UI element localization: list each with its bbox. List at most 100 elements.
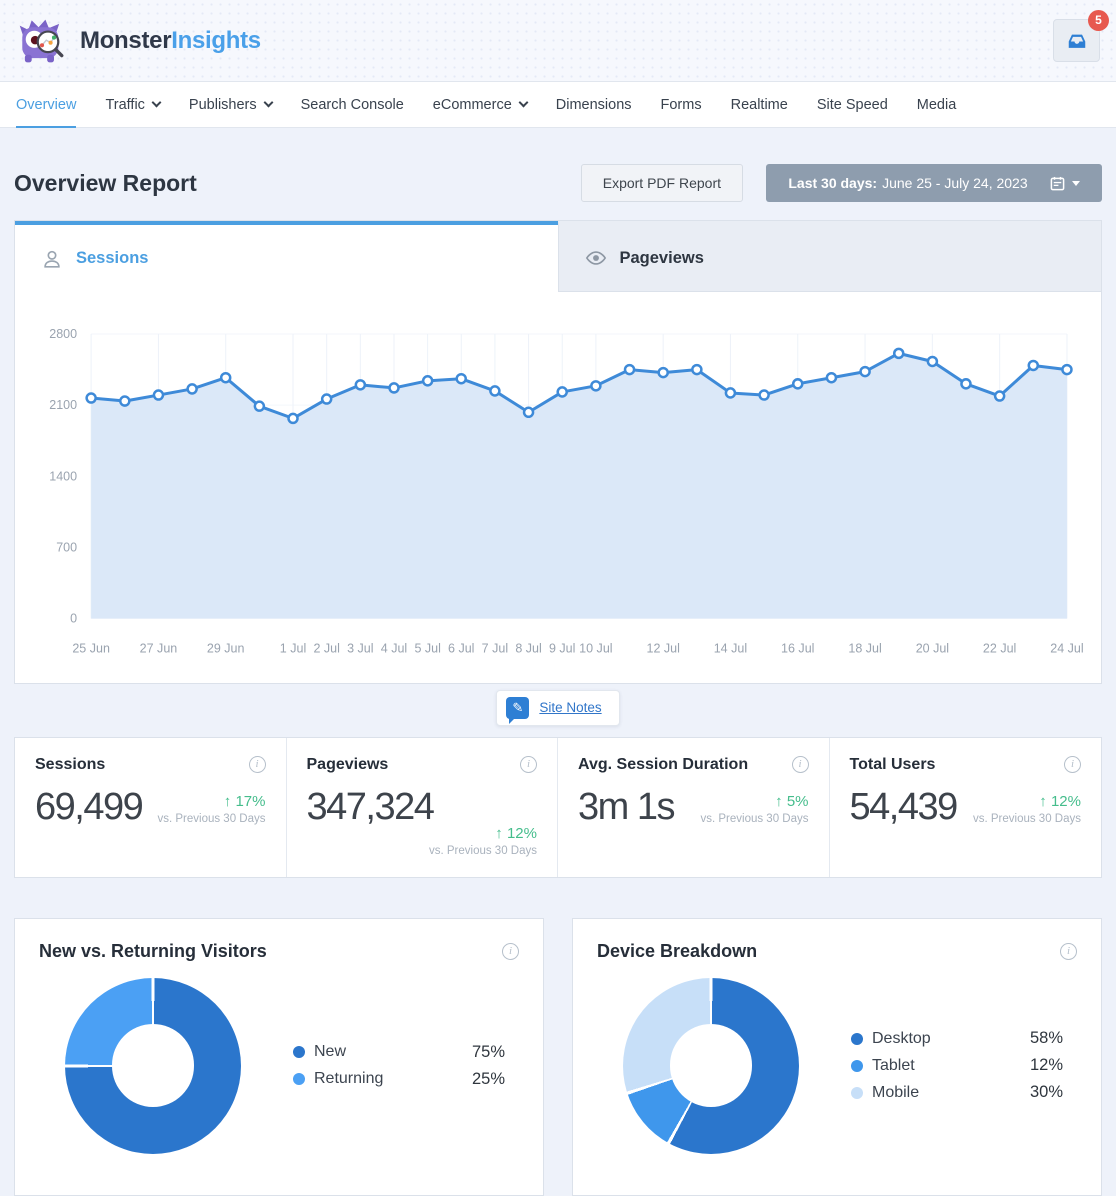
- info-icon[interactable]: i: [520, 756, 537, 774]
- stat-change: ↑ 5%: [775, 792, 809, 810]
- svg-text:12 Jul: 12 Jul: [646, 642, 679, 656]
- stat-value: 69,499: [35, 785, 144, 828]
- svg-text:3 Jul: 3 Jul: [347, 642, 373, 656]
- kpi-stats-row: Sessions i 69,499 ↑ 17% vs. Previous 30 …: [14, 736, 1102, 878]
- legend-dot: [851, 1086, 863, 1099]
- svg-text:1 Jul: 1 Jul: [280, 642, 306, 656]
- notifications-button[interactable]: 5: [1053, 10, 1109, 62]
- info-icon[interactable]: i: [502, 942, 519, 960]
- nav-item-traffic[interactable]: Traffic: [105, 82, 162, 127]
- info-icon[interactable]: i: [248, 756, 266, 774]
- nav-item-search-console[interactable]: Search Console: [301, 82, 404, 127]
- stat-change: ↑ 17%: [223, 792, 266, 810]
- inbox-icon: [1068, 34, 1085, 48]
- pencil-note-icon: ✎: [506, 696, 530, 724]
- stat-title: Total Users: [849, 755, 936, 773]
- stat-compare: vs. Previous 30 Days: [972, 812, 1081, 825]
- tab-sessions[interactable]: Sessions: [15, 221, 558, 292]
- stat-title: Avg. Session Duration: [578, 755, 749, 773]
- nav-item-label: eCommerce: [432, 96, 512, 113]
- chevron-down-icon: [151, 97, 162, 107]
- date-range-picker[interactable]: Last 30 days: June 25 - July 24, 2023: [766, 164, 1102, 202]
- nav-item-site-speed[interactable]: Site Speed: [817, 82, 888, 127]
- nav-item-label: Overview: [16, 96, 77, 113]
- tab-pageviews-label: Pageviews: [619, 248, 704, 267]
- stat-value: 54,439: [849, 785, 959, 828]
- export-pdf-button[interactable]: Export PDF Report: [580, 164, 743, 202]
- stat-compare: vs. Previous 30 Days: [700, 812, 809, 825]
- info-icon[interactable]: i: [1064, 756, 1081, 774]
- stat-card-total-users: Total Users i 54,439 ↑ 12% vs. Previous …: [830, 738, 1102, 877]
- up-arrow-icon: ↑: [775, 792, 783, 810]
- svg-text:1400: 1400: [49, 469, 77, 483]
- stat-card-pageviews: Pageviews i 347,324 ↑ 12% vs. Previous 3…: [287, 737, 558, 877]
- nav-item-media[interactable]: Media: [917, 82, 957, 127]
- nav-item-publishers[interactable]: Publishers: [188, 82, 274, 127]
- up-arrow-icon: ↑: [1039, 792, 1047, 810]
- svg-text:700: 700: [56, 540, 77, 554]
- eye-icon: [585, 247, 607, 269]
- devices-legend: Desktop 58% Tablet 12% Mobile 30%: [851, 1021, 1063, 1110]
- info-icon[interactable]: i: [791, 756, 809, 774]
- new-vs-returning-panel: New vs. Returning Visitors i New 75% Ret…: [14, 917, 544, 1196]
- tab-sessions-label: Sessions: [76, 249, 149, 267]
- nav-item-label: Publishers: [188, 96, 257, 113]
- stat-title: Pageviews: [306, 755, 389, 773]
- stat-change: ↑ 12%: [1039, 792, 1081, 810]
- svg-text:9 Jul: 9 Jul: [549, 642, 575, 656]
- brand-insights-text: Insights: [171, 26, 261, 54]
- nav-item-realtime[interactable]: Realtime: [731, 82, 788, 127]
- legend-item-tablet: Tablet 12%: [851, 1056, 1063, 1075]
- stat-value: 3m 1s: [578, 785, 675, 828]
- nav-item-ecommerce[interactable]: eCommerce: [432, 82, 529, 127]
- legend-item-returning: Returning 25%: [293, 1070, 505, 1089]
- legend-dot: [851, 1032, 863, 1045]
- nav-item-forms[interactable]: Forms: [661, 82, 702, 127]
- chart-tab-bar: Sessions Pageviews: [15, 221, 1101, 292]
- monsterinsights-logo-icon: [19, 19, 64, 62]
- sessions-line-chart: 0 700 1400 2100 2800 25 Jun 27 Jun 29 Jun 1 Jul 2…: [49, 327, 1083, 656]
- site-notes-button[interactable]: ✎ Site Notes: [496, 689, 620, 726]
- panel-title: New vs. Returning Visitors: [39, 940, 267, 961]
- panel-title: Device Breakdown: [597, 940, 758, 961]
- svg-text:2800: 2800: [49, 327, 77, 341]
- notification-count-badge: 5: [1088, 10, 1109, 31]
- svg-text:18 Jul: 18 Jul: [848, 642, 881, 656]
- stat-value: 347,324: [306, 785, 435, 828]
- visitors-legend: New 75% Returning 25%: [293, 1035, 505, 1097]
- nav-item-label: Media: [916, 96, 957, 113]
- stat-compare: vs. Previous 30 Days: [157, 812, 266, 825]
- svg-text:29 Jun: 29 Jun: [207, 642, 245, 656]
- nav-item-overview[interactable]: Overview: [16, 82, 77, 128]
- nav-item-label: Forms: [660, 96, 702, 113]
- up-arrow-icon: ↑: [495, 824, 503, 842]
- chevron-down-icon: [1071, 180, 1080, 190]
- tab-pageviews[interactable]: Pageviews: [557, 221, 1101, 292]
- device-breakdown-panel: Device Breakdown i Desktop 58% Tablet 12…: [572, 917, 1102, 1196]
- info-icon[interactable]: i: [1060, 942, 1077, 960]
- legend-item-desktop: Desktop 58%: [851, 1029, 1063, 1048]
- nav-item-label: Realtime: [730, 96, 788, 113]
- legend-dot: [293, 1073, 305, 1086]
- stat-compare: vs. Previous 30 Days: [428, 844, 537, 857]
- svg-text:14 Jul: 14 Jul: [714, 642, 747, 656]
- svg-text:22 Jul: 22 Jul: [983, 642, 1016, 656]
- calendar-icon: [1050, 176, 1064, 190]
- stat-change: ↑ 12%: [495, 824, 537, 842]
- svg-text:0: 0: [70, 612, 77, 626]
- overview-chart-card: Sessions Pageviews 0 700 1400 2100 2800 25 Ju…: [14, 220, 1102, 684]
- legend-dot: [851, 1059, 863, 1072]
- brand-wordmark: MonsterInsights: [80, 27, 261, 55]
- svg-text:10 Jul: 10 Jul: [579, 642, 612, 656]
- top-header: MonsterInsights 5: [0, 0, 1116, 81]
- svg-text:2100: 2100: [49, 398, 77, 412]
- svg-text:2 Jul: 2 Jul: [313, 642, 339, 656]
- stat-card-avg-session-duration: Avg. Session Duration i 3m 1s ↑ 5% vs. P…: [558, 737, 830, 877]
- nav-item-label: Traffic: [105, 96, 145, 113]
- chevron-down-icon: [518, 97, 529, 107]
- svg-text:6 Jul: 6 Jul: [448, 642, 474, 656]
- svg-text:27 Jun: 27 Jun: [140, 642, 178, 656]
- svg-text:25 Jun: 25 Jun: [72, 642, 110, 656]
- nav-item-dimensions[interactable]: Dimensions: [556, 82, 632, 127]
- svg-text:20 Jul: 20 Jul: [916, 642, 949, 656]
